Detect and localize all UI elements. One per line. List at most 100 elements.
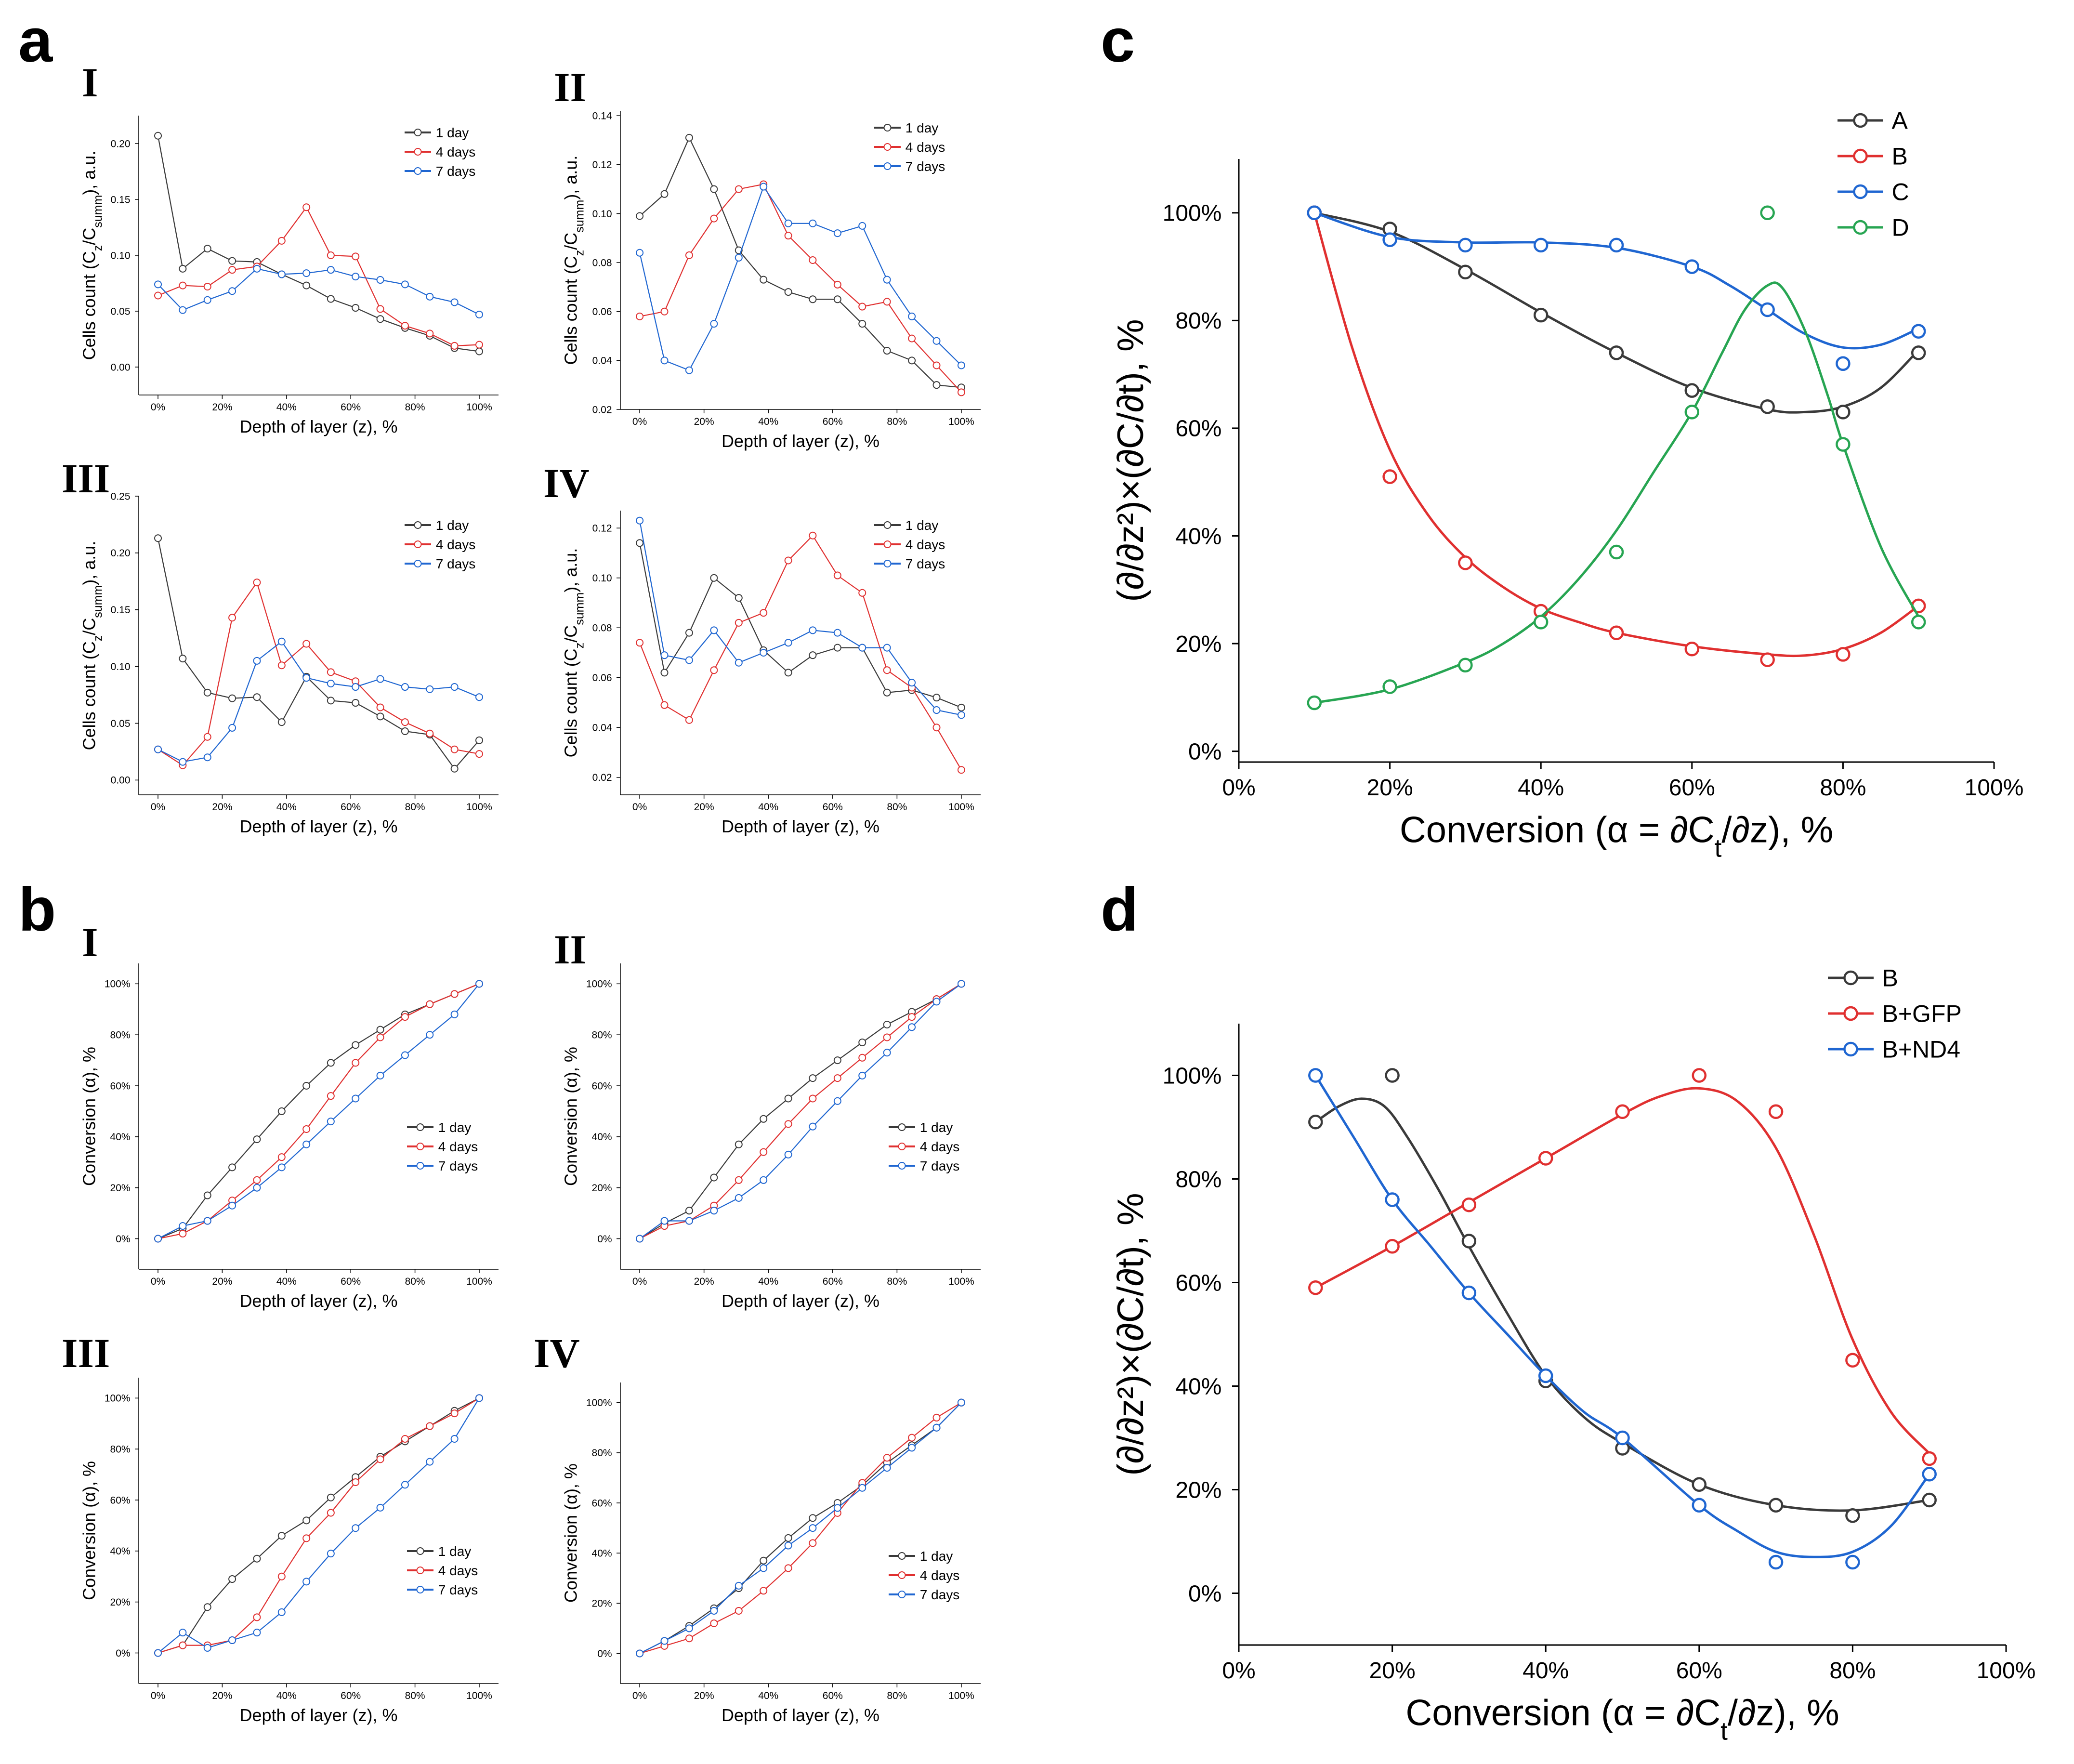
data-point [1692,1068,1707,1083]
data-point [302,1534,311,1542]
y-tick-label: 60% [592,1080,612,1092]
data-point [179,1641,187,1649]
legend-swatch-marker [898,1571,906,1579]
x-tick-label: 40% [758,1690,778,1701]
legend-swatch-marker [1843,1041,1858,1057]
data-point [203,296,211,304]
data-point [426,1000,434,1008]
legend-swatch-marker [1853,148,1868,164]
y-tick-label: 20% [1175,1477,1221,1503]
series-fit-curve [1314,1075,1930,1558]
data-point [908,312,916,320]
legend-swatch-marker [898,1143,906,1150]
data-point [660,356,669,365]
legend-label: 4 days [438,1563,478,1578]
data-point [475,1394,483,1402]
legend-swatch-marker [898,1162,906,1170]
data-point [1922,1451,1937,1466]
data-point [1684,383,1700,398]
series-line [639,983,962,1239]
data-point [1836,437,1851,452]
x-tick-label: 60% [341,1276,361,1287]
series-line [639,983,962,1239]
data-point [327,266,335,274]
legend-label: 7 days [438,1582,478,1597]
series-fit-curve [1315,1087,1930,1455]
data-point [302,1516,311,1525]
data-point [302,1125,311,1133]
series-7-days [154,980,483,1243]
data-point [1836,356,1851,371]
legend-swatch-marker [416,1143,424,1150]
data-point [154,534,162,542]
data-point [1533,307,1549,323]
legend-swatch-marker [414,167,422,175]
data-point [932,361,941,369]
data-point [203,282,211,290]
y-tick-label: 100% [105,1393,131,1404]
data-point [1458,658,1473,673]
chart-b-I: 0% 20% 40% 60% 80% 100% 0% 20% 40% 60% 80% 100% Dept… [79,963,499,1311]
data-point [426,1422,434,1430]
data-point [1845,1554,1860,1570]
data-point [376,703,384,711]
data-point [710,1606,718,1615]
data-point [636,516,644,525]
data-point [352,252,360,261]
data-point [858,1053,866,1062]
data-point [784,1564,792,1572]
data-point [883,666,891,674]
data-point [426,729,434,737]
x-tick-label: 60% [1676,1658,1722,1684]
data-point [179,1222,187,1230]
data-point [376,1026,384,1034]
x-tick-label: 20% [212,802,232,813]
x-tick-label: 0% [151,402,165,413]
legend-label: 1 day [438,1120,472,1135]
data-point [475,310,483,318]
y-tick-label: 0.05 [111,718,131,729]
y-tick-label: 40% [592,1548,612,1559]
series-4-days [636,980,965,1243]
data-point [685,251,693,259]
data-point [327,295,335,303]
data-point [883,1464,891,1472]
y-tick-label: 0.00 [111,362,131,373]
data-point [352,683,360,691]
data-point [660,1637,669,1645]
data-point [253,579,261,587]
y-tick-label: 100% [586,979,612,990]
data-point [228,614,236,622]
series-line [158,581,480,766]
data-point [203,688,211,697]
data-point [253,1613,261,1621]
y-tick-label: 0.08 [592,623,612,634]
x-tick-label: 40% [1518,775,1564,801]
series-line [639,1402,962,1654]
data-point [179,264,187,273]
data-point [228,1201,236,1210]
data-point [636,1235,644,1243]
y-tick-label: 0.02 [592,404,612,415]
data-point [833,280,841,289]
x-tick-label: 40% [276,1690,297,1701]
data-point [710,666,718,674]
data-point [809,1122,817,1131]
y-tick-label: 0% [1188,739,1221,764]
x-tick-label: 20% [694,1690,714,1701]
x-tick-label: 80% [887,416,907,427]
data-point [784,288,792,296]
data-point [660,307,669,316]
panel-label-b: b [18,875,56,944]
x-tick-label: 0% [1222,1658,1255,1684]
legend-label: 1 day [438,1544,472,1559]
x-tick-label: 20% [1369,1658,1416,1684]
data-point [475,341,483,349]
x-tick-label: 0% [151,1690,165,1701]
legend-swatch-marker [1853,184,1868,199]
data-point [883,1454,891,1462]
data-point [735,619,743,627]
data-point [735,1581,743,1590]
data-point [475,750,483,758]
y-tick-label: 0.15 [111,194,131,205]
